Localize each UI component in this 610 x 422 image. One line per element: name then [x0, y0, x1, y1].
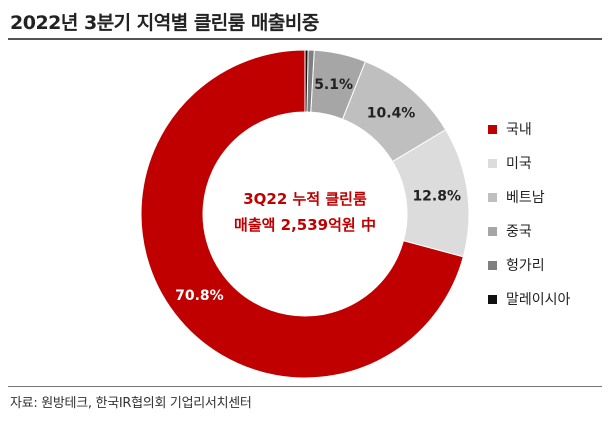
slice-value-label-3: 10.4%: [367, 106, 416, 122]
legend-item-5: 헝가리: [488, 248, 570, 282]
donut-slice-2: [391, 128, 470, 258]
legend-item-1: 국내: [488, 112, 570, 146]
legend-swatch: [488, 192, 497, 202]
legend-item-6: 말레이시아: [488, 282, 570, 316]
donut-slice-6: [304, 49, 309, 113]
legend-item-3: 베트남: [488, 180, 570, 214]
slice-value-label-4: 5.1%: [314, 77, 353, 93]
slice-value-label-2: 12.8%: [412, 189, 461, 205]
donut-slice-1: [140, 49, 464, 379]
slice-value-label-1: 70.8%: [175, 288, 224, 304]
title-divider: [8, 38, 602, 40]
center-label-line-2: 매출액 2,539억원 中: [234, 216, 376, 234]
source-note: 자료: 원방테크, 한국IR협의회 기업리서치센터: [10, 396, 252, 411]
source-divider: [8, 386, 602, 387]
legend-label: 중국: [506, 224, 532, 240]
legend-swatch: [488, 294, 497, 304]
legend-swatch: [488, 158, 497, 168]
legend-item-4: 중국: [488, 214, 570, 248]
donut-slice-4: [310, 49, 367, 120]
legend-swatch: [488, 124, 497, 134]
chart-title: 2022년 3분기 지역별 클린룸 매출비중: [10, 12, 319, 34]
legend-label: 헝가리: [506, 258, 545, 274]
legend-swatch: [488, 260, 497, 270]
donut-chart: 70.8% 12.8% 10.4% 5.1% 3Q22 누적 클린룸 매출액 2,53…: [140, 49, 470, 379]
legend-label: 말레이시아: [506, 292, 571, 308]
donut-slice-labels: 70.8% 12.8% 10.4% 5.1%: [175, 77, 461, 304]
legend-label: 베트남: [506, 190, 545, 206]
center-label-line-1: 3Q22 누적 클린룸: [243, 190, 367, 208]
donut-slice-3: [341, 60, 447, 163]
legend-swatch: [488, 226, 497, 236]
donut-slices: [140, 49, 470, 379]
legend-label: 미국: [506, 156, 532, 172]
legend-item-2: 미국: [488, 146, 570, 180]
legend-label: 국내: [506, 122, 532, 138]
